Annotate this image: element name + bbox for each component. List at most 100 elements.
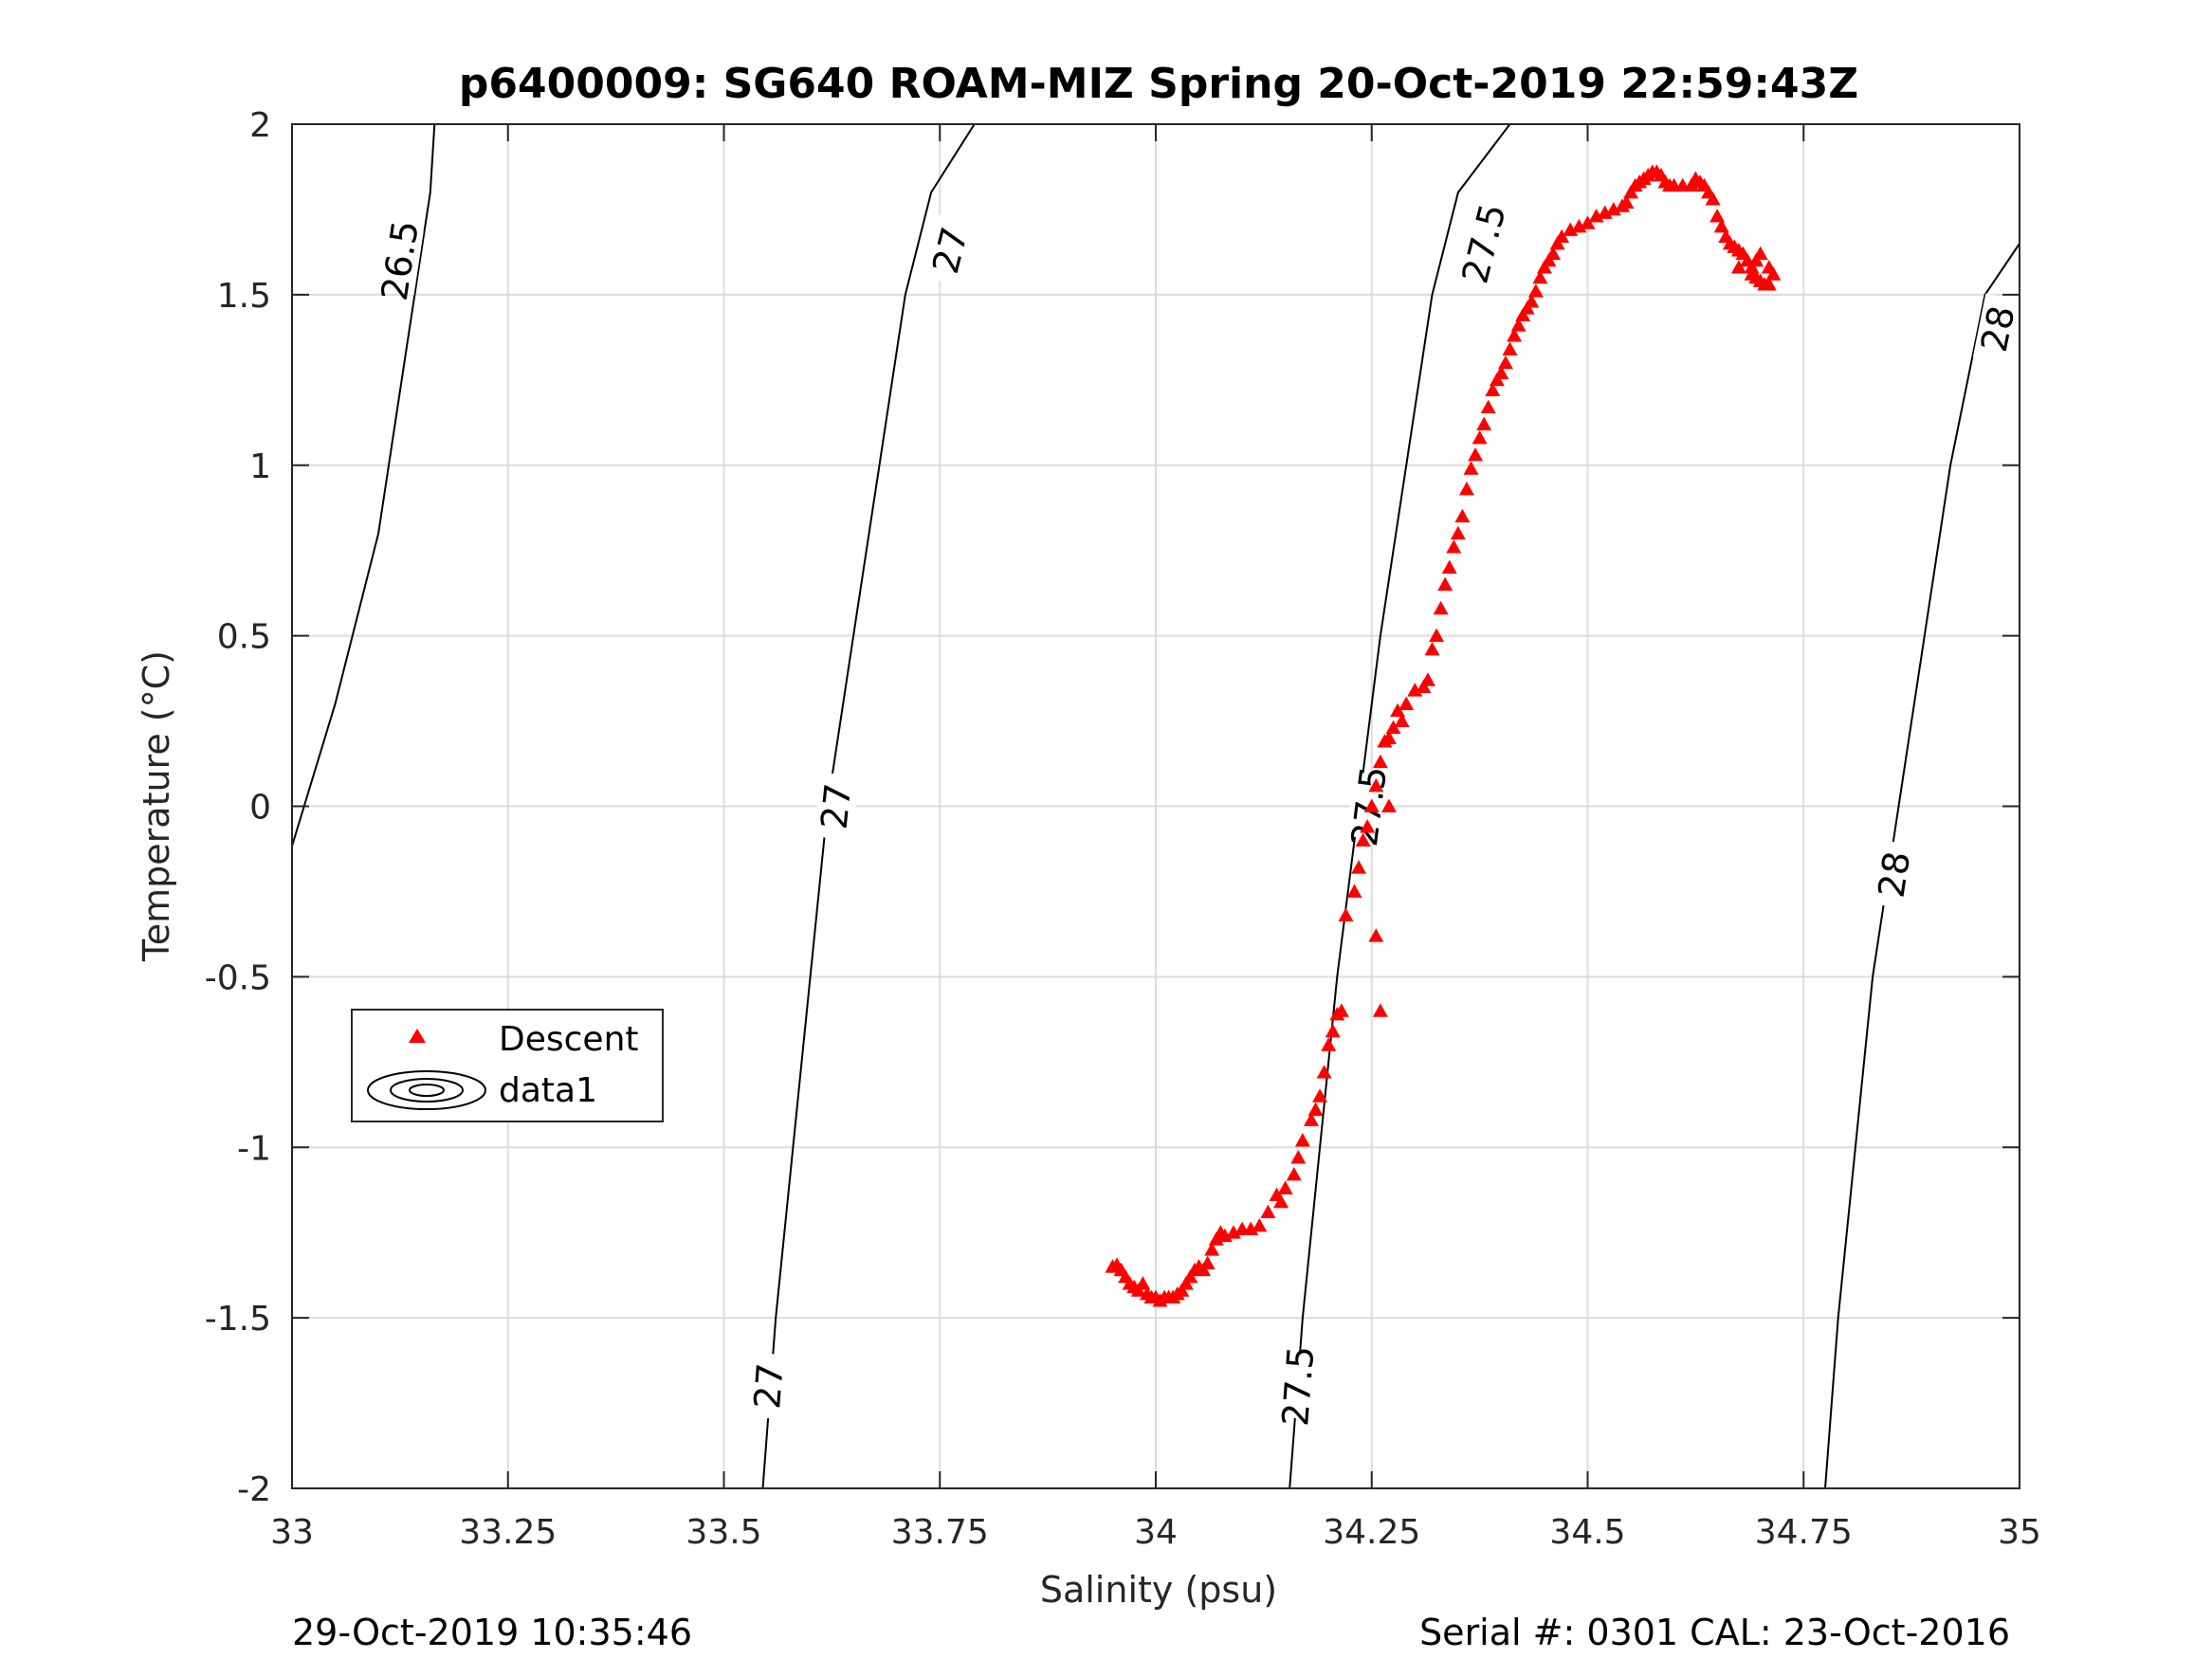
legend-box (351, 1009, 664, 1122)
descent-point (1744, 266, 1760, 281)
descent-point (1380, 730, 1397, 744)
descent-point (1532, 269, 1548, 284)
descent-point (1709, 209, 1726, 223)
contour-label-bg (1871, 839, 1918, 910)
legend-entry-descent: Descent (499, 1020, 639, 1059)
descent-point (1355, 832, 1371, 847)
x-tick-label: 35 (1998, 1513, 2041, 1552)
descent-point (1480, 399, 1496, 413)
descent-point (1476, 416, 1492, 430)
descent-point (1752, 246, 1768, 261)
descent-point (1485, 382, 1501, 397)
y-tick-label: 1.5 (217, 277, 271, 316)
contour-label-bg (375, 226, 424, 296)
x-tick-label: 33.5 (686, 1513, 761, 1552)
descent-point (1372, 1003, 1388, 1017)
descent-point (1385, 720, 1401, 735)
descent-point (1321, 1037, 1337, 1051)
descent-point (1545, 246, 1562, 261)
legend-contour-icon (367, 1070, 486, 1110)
contour-line-27-5 (1289, 124, 1511, 1488)
contour-label: 28 (1871, 848, 1919, 900)
descent-point (1429, 628, 1445, 643)
footer-serial-cal: Serial #: 0301 CAL: 23-Oct-2016 (1419, 1612, 2010, 1653)
descent-point (1204, 1242, 1220, 1256)
contour-label: 27.5 (1274, 1344, 1322, 1428)
y-tick-label: -2 (237, 1470, 271, 1509)
x-tick-label: 34.25 (1323, 1513, 1420, 1552)
descent-point (1398, 696, 1415, 710)
descent-point (1507, 328, 1523, 342)
y-tick-label: -1 (237, 1129, 271, 1168)
x-tick-label: 33.75 (891, 1513, 989, 1552)
x-tick-label: 33.25 (459, 1513, 557, 1552)
descent-point (1433, 600, 1449, 615)
descent-point (1316, 1065, 1332, 1079)
descent-point (1497, 355, 1513, 370)
descent-point (1325, 1023, 1341, 1038)
x-tick-label: 34.5 (1549, 1513, 1625, 1552)
descent-point (1368, 928, 1384, 942)
descent-point (1761, 260, 1777, 274)
x-axis-label: Salinity (psu) (1040, 1569, 1277, 1611)
descent-point (1527, 283, 1544, 298)
descent-point (1199, 1255, 1216, 1269)
descent-point (1424, 642, 1440, 656)
descent-series (1105, 164, 1782, 1307)
y-tick-label: -0.5 (205, 958, 271, 997)
descent-point (1273, 1194, 1289, 1209)
descent-point (1502, 341, 1518, 356)
contour-line-26-5 (292, 124, 436, 849)
descent-point (1446, 539, 1462, 554)
contour-label-bg (814, 772, 859, 841)
descent-point (1450, 525, 1466, 540)
descent-point (1260, 1204, 1276, 1219)
contour-label: 28 (1973, 302, 2023, 356)
descent-point (1360, 819, 1376, 833)
descent-point (1312, 1088, 1328, 1103)
descent-point (1338, 907, 1354, 922)
y-tick-label: 0 (249, 789, 271, 828)
descent-point (1372, 754, 1388, 769)
descent-point (1524, 294, 1540, 308)
y-tick-label: 2 (249, 106, 271, 145)
contour-line-28 (1824, 243, 2020, 1488)
descent-point (1286, 1167, 1302, 1181)
contour-label-bg (1276, 1352, 1320, 1420)
descent-point (1472, 429, 1488, 445)
descent-point (1441, 559, 1457, 574)
contour-label-bg (747, 1352, 791, 1420)
descent-point (1380, 798, 1397, 812)
descent-point (1463, 461, 1479, 475)
descent-point (1290, 1150, 1307, 1164)
descent-point (1761, 277, 1777, 291)
descent-point (1705, 191, 1721, 206)
descent-point (1419, 672, 1435, 686)
descent-point (1580, 215, 1596, 229)
descent-point (1454, 508, 1471, 523)
descent-point (1135, 1276, 1151, 1290)
contour-line-27 (761, 124, 976, 1488)
descent-point (1390, 702, 1406, 718)
legend-descent-marker (409, 1029, 426, 1043)
descent-point (1437, 576, 1453, 592)
legend-entry-data1: data1 (499, 1071, 597, 1110)
descent-point (1252, 1217, 1268, 1232)
legend: Descent data1 (351, 1009, 664, 1122)
contour-label: 27 (814, 781, 860, 831)
descent-point (1363, 798, 1380, 812)
descent-point (1493, 365, 1509, 380)
descent-point (1554, 228, 1570, 244)
y-axis-label: Temperature (°C) (136, 650, 177, 962)
descent-point (1458, 481, 1474, 496)
contour-label: 27 (746, 1361, 792, 1411)
y-tick-label: 0.5 (217, 618, 271, 657)
descent-point (1510, 318, 1526, 332)
descent-point (1277, 1180, 1293, 1194)
descent-point (1351, 860, 1367, 874)
chart-title: p6400009: SG640 ROAM-MIZ Spring 20-Oct-2… (459, 60, 1858, 108)
contour-label-bg (1972, 293, 2020, 365)
descent-point (1730, 260, 1746, 274)
